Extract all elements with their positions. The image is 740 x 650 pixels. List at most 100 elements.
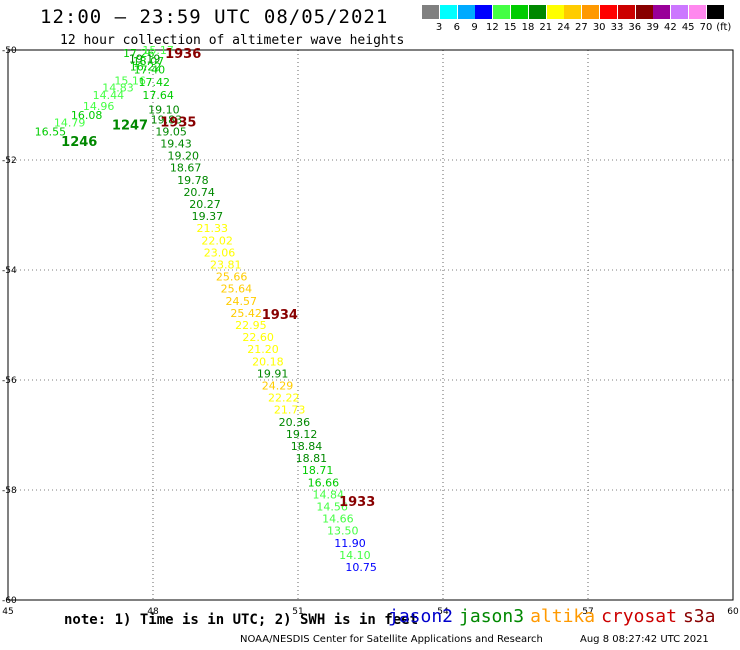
wave-height-label: 16.08 — [71, 109, 103, 122]
wave-height-label: 25.42 — [230, 307, 261, 320]
legend-swatch — [600, 5, 617, 19]
legend-tick-label: 6 — [453, 22, 460, 33]
wave-height-labels: 17.2615.1719.1918.0716.2217.4015.1617.42… — [35, 44, 377, 574]
satellite-label: cryosat — [601, 606, 677, 627]
legend-swatch — [635, 5, 653, 19]
legend-swatch — [528, 5, 546, 19]
legend-swatch — [564, 5, 582, 19]
wave-height-label: 24.29 — [262, 380, 294, 393]
legend-tick-label: (ft) — [716, 22, 732, 33]
legend-swatch — [457, 5, 475, 19]
wave-height-label: 19.10 — [148, 103, 180, 116]
legend-tick-label: 27 — [575, 22, 588, 33]
grid-lines — [8, 50, 733, 600]
wave-height-label: 23.81 — [210, 259, 242, 272]
legend-swatch — [671, 5, 689, 19]
legend-tick-label: 36 — [628, 22, 642, 33]
legend-tick-label: 3 — [435, 22, 443, 33]
y-tick-label: -50 — [2, 46, 17, 56]
wave-height-label: 19.19 — [129, 52, 161, 65]
wave-height-label: 19.05 — [155, 125, 187, 138]
y-tick-label: -52 — [2, 156, 17, 166]
wave-height-label: 25.66 — [216, 271, 248, 284]
wave-height-label: 14.66 — [322, 513, 354, 526]
wave-height-label: 14.10 — [339, 549, 371, 562]
satellite-label: altika — [530, 606, 596, 627]
legend-tick-label: 39 — [646, 22, 659, 33]
wave-height-label: 22.60 — [242, 331, 274, 344]
page-title: 12:00 – 23:59 UTC 08/05/2021 — [40, 6, 389, 28]
x-axis-ticks: 45 48 51 54 57 60 — [2, 607, 739, 617]
wave-height-label: 14.79 — [54, 117, 86, 130]
wave-height-label: 23.06 — [204, 246, 236, 259]
wave-height-label: 14.83 — [102, 81, 134, 94]
wave-height-label: 16.22 — [130, 61, 162, 74]
legend-swatch — [689, 5, 706, 19]
wave-height-label: 18.07 — [133, 55, 165, 68]
y-tick-label: -60 — [2, 596, 17, 606]
legend-tick-label: 70 — [699, 22, 713, 33]
legend-swatch — [439, 5, 457, 19]
wave-height-label: 19.20 — [168, 150, 200, 163]
wave-height-label: 16.55 — [35, 125, 66, 138]
pass-time-label: 1934 — [262, 308, 298, 323]
satellite-legend: jason2 jason3 altika cryosat s3a — [388, 606, 721, 627]
pass-time-label: 1246 — [61, 135, 97, 150]
wave-height-label: 19.78 — [177, 174, 209, 187]
y-tick-label: -58 — [2, 486, 17, 496]
x-tick-label: 57 — [582, 607, 593, 617]
x-tick-label: 48 — [147, 607, 159, 617]
wave-height-label: 21.20 — [247, 343, 279, 356]
wave-height-label: 19.37 — [192, 210, 224, 223]
footer-note: note: 1) Time is in UTC; 2) SWH is in fe… — [64, 612, 419, 628]
pass-time-labels: 1936 1935 1934 1933 1247 1246 — [61, 47, 375, 510]
wave-height-label: 18.67 — [170, 162, 202, 175]
wave-height-label: 18.71 — [302, 464, 334, 477]
wave-height-label: 19.91 — [257, 367, 289, 380]
wave-height-label: 24.57 — [226, 295, 258, 308]
wave-height-label: 16.66 — [308, 476, 340, 489]
wave-height-label: 22.22 — [268, 392, 300, 405]
x-tick-label: 60 — [727, 607, 739, 617]
wave-height-label: 20.74 — [183, 186, 215, 199]
wave-height-label: 11.90 — [334, 537, 366, 550]
wave-height-label: 10.75 — [345, 561, 377, 574]
pass-time-label: 1247 — [112, 118, 148, 133]
plot-area — [7, 49, 734, 601]
wave-height-label: 15.17 — [142, 44, 174, 57]
wave-height-label: 14.96 — [83, 100, 115, 113]
x-tick-label: 45 — [2, 607, 13, 617]
legend-tick-label: 30 — [592, 22, 606, 33]
legend-swatch — [582, 5, 600, 19]
wave-height-label: 17.40 — [134, 63, 166, 76]
y-tick-label: -56 — [2, 376, 17, 386]
wave-height-label: 17.64 — [142, 89, 174, 102]
page-subtitle: 12 hour collection of altimeter wave hei… — [60, 33, 405, 48]
wave-height-label: 21.33 — [197, 222, 229, 235]
legend-swatch — [422, 5, 439, 19]
wave-height-label: 14.44 — [93, 89, 125, 102]
legend-tick-label: 9 — [471, 22, 478, 33]
wave-height-label: 15.16 — [114, 74, 146, 87]
wave-height-label: 18.84 — [291, 440, 323, 453]
y-axis-ticks: -50 -52 -54 -56 -58 -60 — [2, 46, 17, 606]
wave-height-label: 13.50 — [327, 525, 359, 538]
wave-height-label: 22.95 — [235, 319, 267, 332]
wave-height-label: 20.27 — [189, 198, 221, 211]
legend-swatch — [475, 5, 493, 19]
y-tick-label: -54 — [2, 266, 17, 276]
legend-swatch — [511, 5, 528, 19]
satellite-label: jason3 — [459, 606, 525, 627]
wave-height-label: 14.84 — [313, 488, 345, 501]
wave-height-label: 25.64 — [221, 283, 253, 296]
legend-tick-label: 21 — [539, 22, 553, 33]
legend-tick-label: 15 — [503, 22, 517, 33]
generation-timestamp: Aug 8 08:27:42 UTC 2021 — [580, 634, 709, 645]
wave-height-label: 20.18 — [252, 355, 283, 368]
legend-tick-label: 45 — [681, 22, 695, 33]
legend-tick-label: 33 — [610, 22, 624, 33]
legend-swatch — [617, 5, 635, 19]
legend-tick-label: 24 — [557, 22, 570, 33]
legend-swatch — [653, 5, 671, 19]
